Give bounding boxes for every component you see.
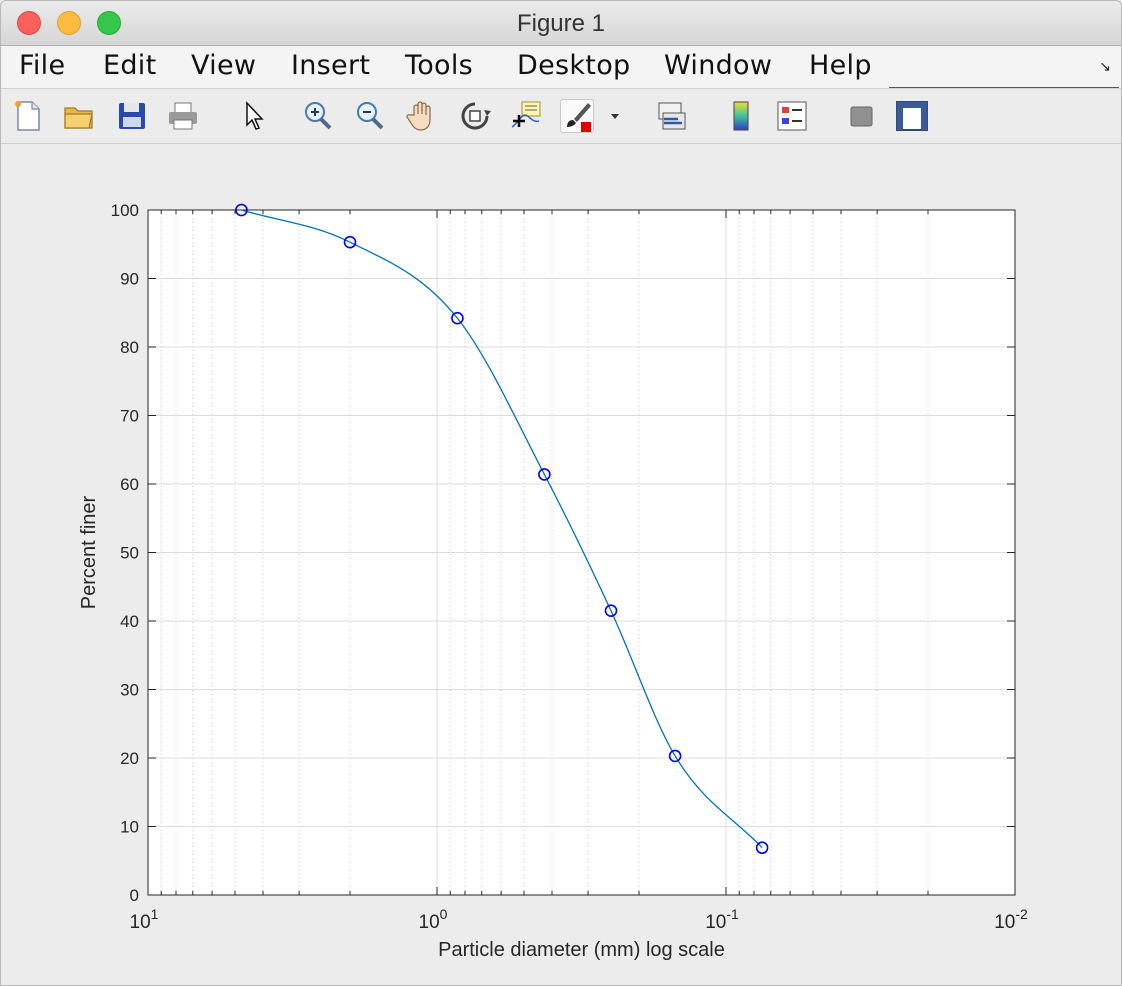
y-tick-label: 0 <box>130 886 139 905</box>
data-cursor-icon[interactable] <box>509 99 543 133</box>
y-tick-label: 70 <box>120 407 139 426</box>
dock-arrow-icon[interactable]: ↘ <box>1099 58 1111 74</box>
close-window-button[interactable] <box>17 11 41 35</box>
menu-tools[interactable]: Tools <box>405 50 474 81</box>
brush-dropdown-chevron-icon[interactable] <box>605 99 625 133</box>
data-point-marker <box>235 203 248 217</box>
open-file-icon[interactable] <box>62 99 96 133</box>
y-tick-label: 30 <box>120 681 139 700</box>
menu-file[interactable]: File <box>19 50 66 81</box>
y-tick-label: 90 <box>120 270 139 289</box>
data-point-marker <box>343 235 357 249</box>
data-point-marker <box>538 468 551 481</box>
plot-svg[interactable]: 101 100 10-1 10-2 0 10 20 30 40 50 60 70 80 90 100 Part… <box>1 144 1121 985</box>
brush-icon[interactable] <box>560 99 594 133</box>
pointer-icon[interactable] <box>237 99 271 133</box>
y-tick-label: 100 <box>111 201 139 220</box>
show-plot-tools-icon[interactable] <box>895 99 929 133</box>
zoom-out-icon[interactable] <box>353 99 387 133</box>
menu-edit[interactable]: Edit <box>103 50 157 81</box>
x-tick-label: 100 <box>419 906 448 933</box>
menu-view[interactable]: View <box>191 50 257 81</box>
y-tick-label: 40 <box>120 612 139 631</box>
figure-canvas[interactable]: 101 100 10-1 10-2 0 10 20 30 40 50 60 70 80 90 100 Part… <box>1 144 1121 985</box>
x-tick-label: 101 <box>130 906 159 933</box>
x-axis-label: Particle diameter (mm) log scale <box>438 939 725 961</box>
legend-icon[interactable] <box>775 99 809 133</box>
y-tick-label: 20 <box>120 749 139 768</box>
y-tick-label: 60 <box>120 475 139 494</box>
menu-window[interactable]: Window <box>664 50 773 81</box>
print-icon[interactable] <box>166 99 200 133</box>
hide-plot-tools-icon[interactable] <box>844 99 878 133</box>
menu-insert[interactable]: Insert <box>291 50 371 81</box>
maximize-window-button[interactable] <box>97 11 121 35</box>
window-title: Figure 1 <box>516 10 606 37</box>
data-point-marker <box>755 841 769 855</box>
axes-box <box>147 209 1016 896</box>
menu-bar: File Edit View Insert Tools Desktop Wind… <box>1 46 1121 89</box>
menu-desktop[interactable]: Desktop <box>517 50 631 81</box>
data-point-marker <box>668 749 682 763</box>
zoom-in-icon[interactable] <box>301 99 335 133</box>
title-bar[interactable]: Figure 1 <box>1 1 1121 46</box>
y-tick-label: 10 <box>120 818 139 837</box>
y-tick-label: 80 <box>120 338 139 357</box>
minimize-window-button[interactable] <box>57 11 81 35</box>
menu-separator <box>889 87 1119 88</box>
rotate-3d-icon[interactable] <box>458 99 492 133</box>
link-plot-icon[interactable] <box>655 99 689 133</box>
save-icon[interactable] <box>115 99 149 133</box>
x-tick-label: 10-2 <box>994 906 1028 933</box>
data-point-marker <box>451 311 464 325</box>
y-axis-label: Percent finer <box>78 495 100 609</box>
data-point-marker <box>604 604 618 618</box>
x-tick-label: 10-1 <box>705 906 739 933</box>
menu-help[interactable]: Help <box>809 50 872 81</box>
pan-hand-icon[interactable] <box>405 99 439 133</box>
y-tick-label: 50 <box>120 544 139 563</box>
colorbar-icon[interactable] <box>724 99 758 133</box>
figure-toolbar <box>1 89 1121 144</box>
new-figure-icon[interactable] <box>11 99 45 133</box>
